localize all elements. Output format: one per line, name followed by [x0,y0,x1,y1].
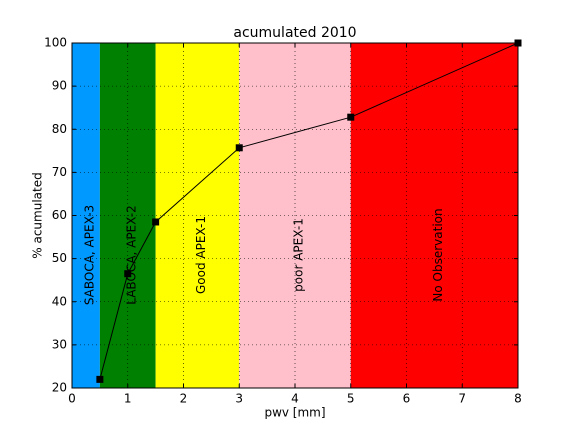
x-tick-label: 4 [291,392,299,406]
x-tick-label: 1 [124,392,132,406]
data-point [152,218,160,226]
y-tick-label: 20 [52,381,67,395]
y-tick-label: 70 [52,165,67,179]
y-tick-label: 80 [52,122,67,136]
x-tick-label: 5 [347,392,355,406]
data-point [347,113,355,121]
y-tick-label: 30 [52,337,67,351]
y-tick-label: 40 [52,294,67,308]
x-axis-label: pwv [mm] [264,406,325,420]
data-line [99,42,519,380]
x-tick-label: 0 [68,392,76,406]
y-tick-label: 100 [44,36,67,50]
band [350,43,518,388]
data-point [96,375,104,383]
x-tick-label: 6 [403,392,411,406]
band-label: SABOCA, APEX-3 [82,205,96,305]
x-tick-label: 3 [235,392,243,406]
y-tick-label: 50 [52,251,67,265]
y-axis-label: % acumulated [31,172,45,258]
x-tick-label: 7 [458,392,466,406]
chart-title: acumulated 2010 [233,25,356,41]
band-label: Good APEX-1 [194,216,208,294]
band-label: LABOCA, APEX-2 [124,205,138,304]
data-point [235,144,243,152]
x-tick-label: 8 [514,392,522,406]
data-point [124,270,132,278]
band-label: No Observation [431,208,445,301]
band [155,43,240,388]
plot-frame [71,42,519,389]
y-tick-label: 90 [52,79,67,93]
x-tick-label: 2 [180,392,188,406]
band-label: poor APEX-1 [292,218,306,292]
y-tick-label: 60 [52,208,67,222]
